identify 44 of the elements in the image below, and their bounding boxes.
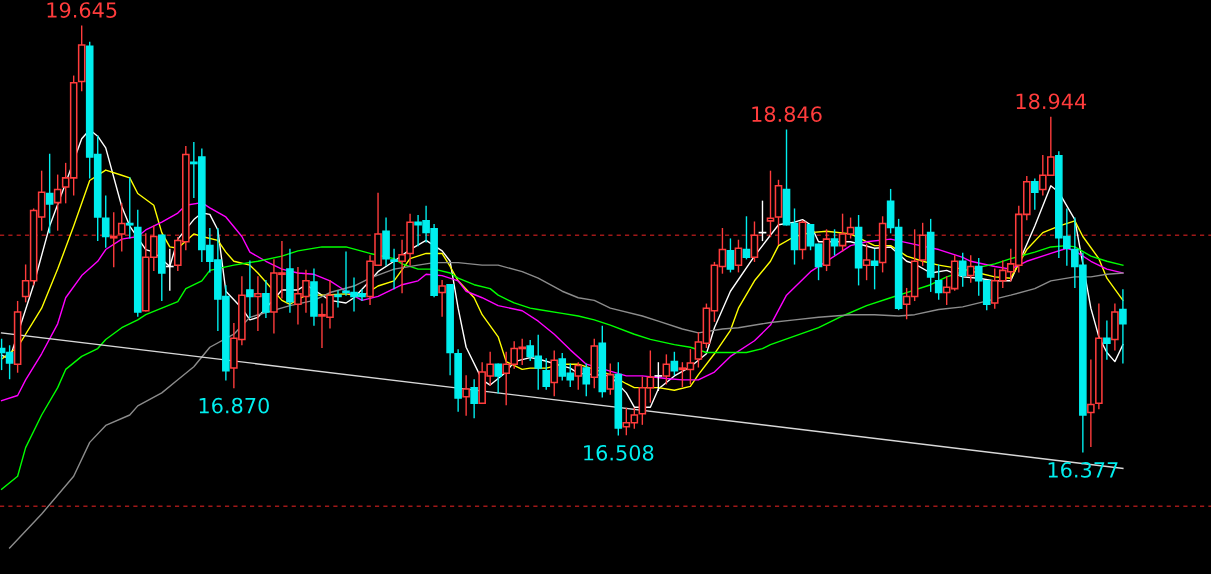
candlestick — [109, 212, 118, 268]
candlestick — [438, 280, 446, 317]
candlestick — [830, 229, 839, 256]
annotation: 16.870 — [199, 397, 269, 414]
candlestick — [574, 362, 583, 390]
candlestick — [934, 264, 943, 300]
candlestick — [966, 255, 975, 283]
candlestick — [734, 239, 743, 273]
candlestick — [262, 280, 270, 318]
candlestick — [1087, 359, 1095, 447]
annotation: 18.846 — [752, 106, 822, 122]
candlestick — [1103, 320, 1111, 360]
candlestick — [654, 362, 663, 391]
candlestick — [1119, 289, 1127, 364]
annotation: 18.944 — [1016, 93, 1087, 110]
candlestick — [766, 170, 775, 238]
candlestick — [53, 174, 62, 231]
candlestick — [726, 238, 735, 273]
candlestick — [542, 358, 551, 390]
candlestick — [662, 354, 671, 385]
candlestick — [958, 252, 967, 287]
candlestick — [470, 379, 478, 419]
candlestick — [494, 363, 502, 394]
candlestick — [117, 203, 126, 252]
candlestick — [334, 290, 342, 308]
candlestick — [398, 239, 406, 294]
candlestick — [750, 221, 759, 262]
annotation: 16.508 — [584, 444, 654, 461]
candlestick — [462, 375, 470, 416]
candlestick — [862, 243, 871, 281]
annotation: 16.377 — [1048, 461, 1118, 478]
annotation: 19.645 — [47, 2, 117, 18]
candlestick — [246, 260, 254, 318]
candlestick — [582, 363, 591, 397]
candlestick — [550, 350, 559, 397]
candlestick — [606, 363, 615, 395]
candlestick — [125, 177, 134, 239]
candlestick — [870, 248, 879, 290]
candlestick — [254, 276, 262, 332]
candlestick — [742, 216, 751, 260]
candlestick — [1030, 178, 1039, 210]
candlestick — [390, 248, 398, 290]
candlestick — [101, 195, 110, 248]
candlestick — [45, 153, 54, 234]
